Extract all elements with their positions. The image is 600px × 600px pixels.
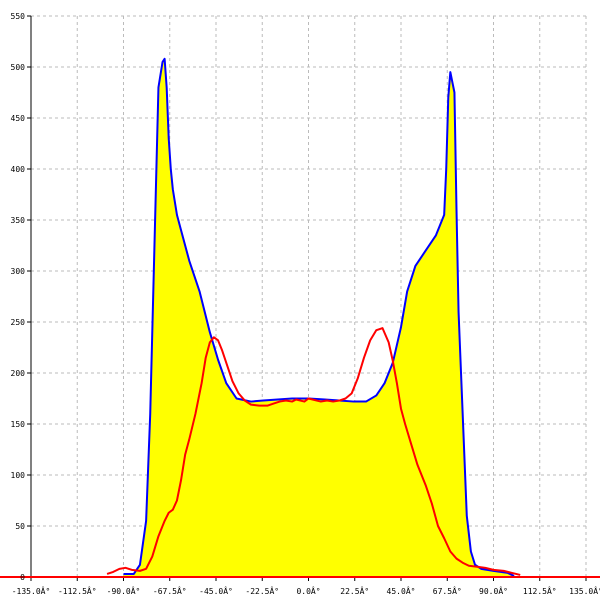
y-tick-label: 550 [11, 12, 26, 21]
x-tick-label: 0.0Â° [296, 585, 320, 596]
x-tick-label: 67.5Â° [433, 585, 462, 596]
y-tick-label: 300 [11, 267, 26, 276]
series-line-blue [123, 57, 515, 577]
x-tick-label: 45.0Â° [387, 585, 416, 596]
area-fill [123, 58, 515, 577]
y-tick-label: 200 [11, 369, 26, 378]
y-tick-label: 500 [11, 63, 26, 72]
x-tick-label: 112.5Â° [523, 585, 557, 596]
grid [30, 15, 587, 578]
y-tick-label: 400 [11, 165, 26, 174]
series-layer [0, 57, 600, 578]
y-tick-label: 100 [11, 471, 26, 480]
x-tick-label: 22.5Â° [340, 585, 369, 596]
y-tick-label: 0 [20, 573, 25, 582]
y-tick-label: 250 [11, 318, 26, 327]
x-tick-labels: -135.0Â° -112.5Â° -90.0Â° -67.5Â° -45.0Â° -22… [12, 585, 600, 596]
x-tick-label: -112.5Â° [58, 585, 97, 596]
x-tick-label: -135.0Â° [12, 585, 51, 596]
y-tick-label: 50 [15, 522, 25, 531]
x-tick-label: -90.0Â° [107, 585, 141, 596]
series-line-red [106, 327, 521, 576]
x-tick-label: -45.0Â° [199, 585, 233, 596]
fill-layer [123, 58, 515, 577]
x-tick-label: -67.5Â° [153, 585, 187, 596]
x-tick-label: 135.0Â° [569, 585, 600, 596]
y-tick-labels: 0 50 100 150 200 250 300 350 400 450 500 550 [11, 12, 26, 582]
y-tick-label: 150 [11, 420, 26, 429]
y-tick-label: 350 [11, 216, 26, 225]
y-tick-label: 450 [11, 114, 26, 123]
x-tick-label: -22.5Â° [245, 585, 279, 596]
x-tick-label: 90.0Â° [479, 585, 508, 596]
